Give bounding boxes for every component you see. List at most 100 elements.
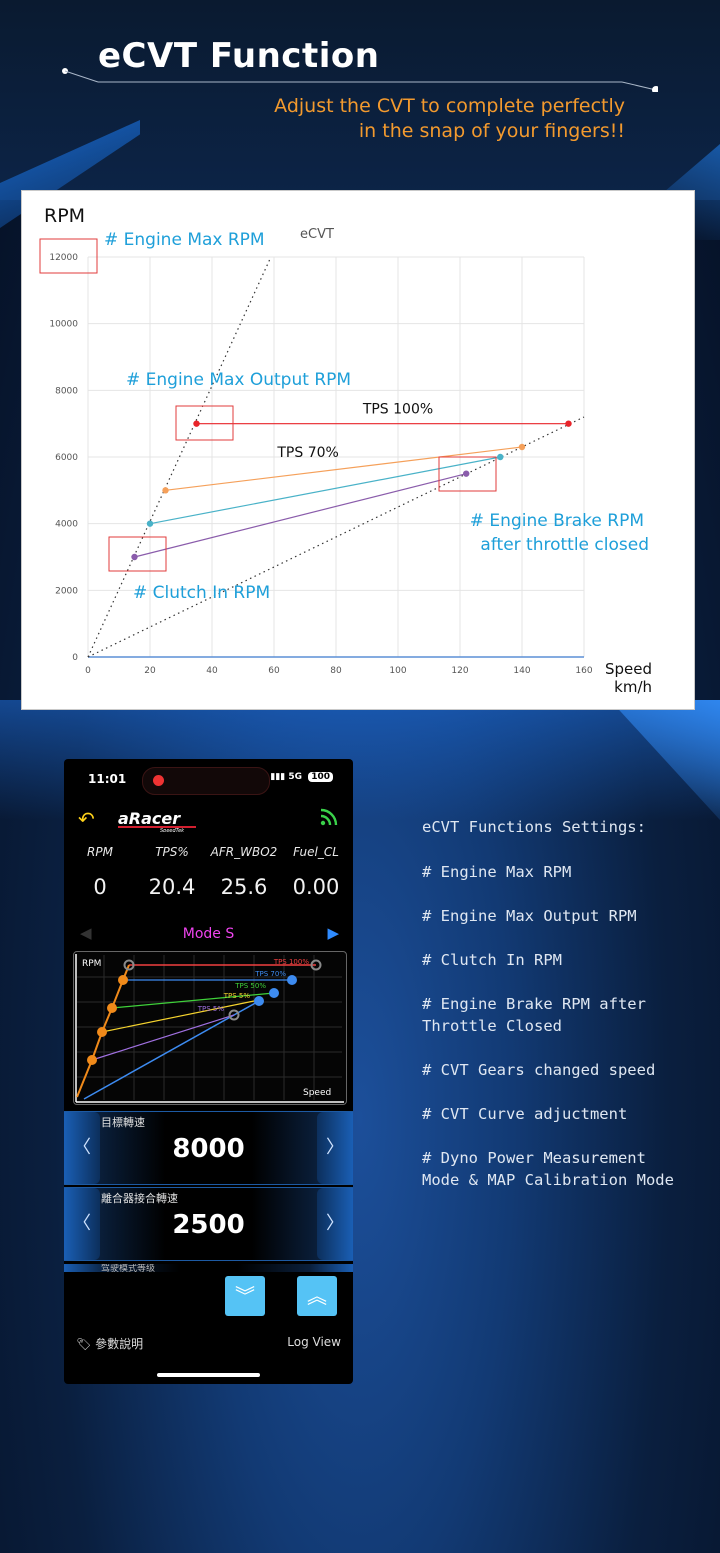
mini-curve-green [111, 992, 275, 1009]
y-tick-label: 2000 [55, 586, 78, 596]
x-tick-label: 40 [206, 666, 218, 676]
x-tick-label: 0 [85, 666, 91, 676]
highlight-box [175, 405, 234, 441]
y-tick-label: 6000 [55, 453, 78, 463]
x-tick-label: 80 [330, 666, 342, 676]
home-indicator [157, 1373, 260, 1377]
metric-fuel-label: Fuel_CL [293, 845, 339, 859]
subtitle-line-1: Adjust the CVT to complete perfectly [274, 95, 625, 117]
page-title: eCVT Function [98, 36, 380, 76]
mini-label-tps5a: TPS 5% [223, 992, 251, 1000]
target-rpm-value: 8000 [172, 1134, 245, 1164]
mini-xlabel: Speed [303, 1088, 331, 1098]
series-label: TPS 100% [362, 402, 433, 418]
dotted-guide-line [87, 416, 585, 658]
metric-tps-label: TPS% [155, 845, 189, 859]
drive-mode-card-partial: 驾驶模式等级 [64, 1264, 353, 1272]
clutch-rpm-label: 離合器接合轉速 [101, 1192, 178, 1205]
mini-ylabel: RPM [82, 959, 101, 969]
highlight-box [39, 238, 98, 274]
subtitle: Adjust the CVT to complete perfectly in … [274, 94, 625, 144]
mini-chart-svg: RPM Speed TPS 100% TPS 70% TPS 50% TPS 5… [75, 954, 344, 1103]
target-rpm-increase-button[interactable]: 〉 [317, 1112, 353, 1184]
drive-mode-label: 驾驶模式等级 [101, 1264, 156, 1272]
ecvt-chart-panel: 0 20 40 60 80 100 120 140 160 0 2000 4000 6000 8000 10… [21, 190, 695, 710]
x-tick-label: 120 [451, 666, 468, 676]
clutch-rpm-card: 〈 離合器接合轉速 2500 〉 [64, 1187, 353, 1261]
series-point [146, 520, 154, 527]
series-line [149, 456, 501, 525]
series-label: TPS 70% [276, 445, 338, 461]
recording-dot-icon [153, 775, 164, 786]
x-tick-label: 140 [513, 666, 530, 676]
status-right: ▮▮▮ 5G 100 [270, 772, 333, 782]
annotation-engine-max-rpm: # Engine Max RPM [104, 230, 265, 250]
target-rpm-label: 目標轉速 [101, 1116, 145, 1129]
series-point [162, 487, 169, 494]
x-axis-label-line1: Speed [605, 660, 652, 678]
series-point [131, 553, 138, 561]
app-header: ↶ aRacer SpeedTek [64, 805, 353, 835]
annotation-engine-brake-rpm-line2: after throttle closed [480, 535, 649, 555]
annotation-engine-brake-rpm-line1: # Engine Brake RPM [470, 511, 644, 531]
feature-item: # Engine Max Output RPM [422, 907, 637, 925]
dynamic-island [142, 767, 270, 795]
phone-screenshot: 11:01 ▮▮▮ 5G 100 ↶ aRacer SpeedTek RPM T… [64, 759, 353, 1384]
back-arrow-icon[interactable]: ↶ [78, 807, 95, 831]
x-tick-label: 60 [268, 666, 280, 676]
mini-curve-yellow [101, 1000, 255, 1033]
highlight-box [108, 536, 167, 572]
mini-label-tps5b: TPS 5% [197, 1005, 225, 1013]
network-label: 5G [288, 772, 303, 782]
y-tick-label: 12000 [49, 253, 78, 263]
svg-text:aRacer: aRacer [118, 809, 181, 828]
target-rpm-decrease-button[interactable]: 〈 [64, 1112, 100, 1184]
mini-label-tps100: TPS 100% [273, 958, 310, 966]
feature-list-title: eCVT Functions Settings: [422, 818, 646, 836]
metric-afr-label: AFR_WBO2 [210, 845, 278, 859]
scroll-down-button[interactable]: ︾ [225, 1276, 265, 1316]
mode-prev-icon[interactable]: ◀ [80, 924, 92, 942]
connection-icon[interactable] [319, 807, 339, 827]
feature-item: # Engine Brake RPM after Throttle Closed [422, 995, 646, 1035]
y-tick-label: 4000 [55, 520, 78, 530]
clutch-rpm-increase-button[interactable]: 〉 [317, 1188, 353, 1260]
metric-rpm-label: RPM [87, 845, 113, 859]
metric-rpm-value: 0 [93, 875, 107, 899]
series-point [193, 420, 200, 427]
series-point [518, 443, 526, 451]
series-point [565, 420, 572, 427]
series-line [165, 446, 523, 491]
clutch-rpm-decrease-button[interactable]: 〈 [64, 1188, 100, 1260]
mini-curve-purple [91, 1014, 235, 1061]
battery-icon: 100 [308, 772, 333, 782]
mode-next-icon[interactable]: ▶ [327, 924, 339, 942]
mini-grey-handles [123, 959, 322, 1021]
mini-label-tps50: TPS 50% [234, 982, 266, 990]
status-time: 11:01 [88, 772, 127, 786]
x-tick-label: 20 [144, 666, 156, 676]
annotation-engine-max-output-rpm: # Engine Max Output RPM [126, 370, 351, 390]
series-point [463, 470, 470, 477]
feature-item: # CVT Gears changed speed [422, 1061, 656, 1079]
mini-cvt-chart[interactable]: RPM Speed TPS 100% TPS 70% TPS 50% TPS 5… [73, 951, 347, 1105]
series-line [134, 473, 467, 558]
parameter-help-label: 參數說明 [95, 1337, 144, 1351]
mini-orange-handles [87, 975, 128, 1065]
scroll-up-button[interactable]: ︽ [297, 1276, 337, 1316]
annotation-clutch-in-rpm: # Clutch In RPM [133, 583, 270, 603]
mode-selector: ◀ Mode S ▶ [64, 922, 353, 946]
y-tick-label: 10000 [49, 320, 78, 330]
subtitle-line-2: in the snap of your fingers!! [358, 120, 625, 142]
metric-fuel-value: 0.00 [292, 875, 340, 899]
parameter-help-link[interactable]: 🏷︎ 參數說明 [76, 1335, 143, 1352]
x-tick-label: 100 [389, 666, 406, 676]
y-tick-label: 8000 [55, 386, 78, 396]
title-underline [62, 68, 658, 92]
clutch-rpm-value: 2500 [172, 1210, 245, 1240]
log-view-link[interactable]: Log View [287, 1335, 341, 1349]
mode-label: Mode S [182, 926, 235, 942]
feature-item: # Engine Max RPM [422, 863, 572, 881]
highlight-box [438, 456, 497, 492]
y-tick-label: 0 [72, 653, 78, 663]
